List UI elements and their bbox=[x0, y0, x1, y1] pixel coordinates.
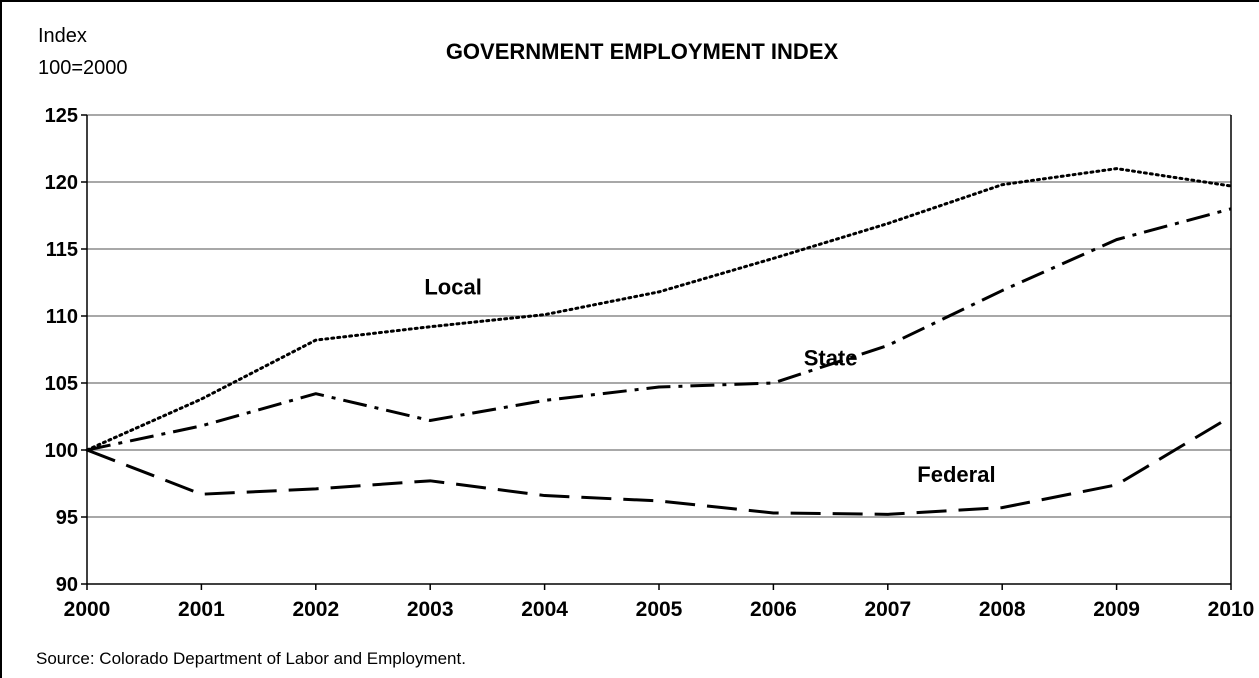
source-note: Source: Colorado Department of Labor and… bbox=[36, 649, 466, 668]
x-tick-label: 2004 bbox=[521, 598, 568, 621]
series-labels: Local State Federal bbox=[424, 275, 995, 488]
y-tick-label: 90 bbox=[56, 574, 78, 596]
y-axis-label-line2: 100=2000 bbox=[38, 57, 128, 79]
gridlines bbox=[87, 114, 1231, 518]
x-tick-label: 2001 bbox=[178, 598, 225, 621]
x-tick-label: 2003 bbox=[407, 598, 454, 621]
y-tick-label: 110 bbox=[46, 306, 78, 328]
y-tick-label: 100 bbox=[45, 440, 78, 462]
y-tick-label: 115 bbox=[46, 239, 78, 261]
series-label-federal: Federal bbox=[917, 462, 995, 487]
series-label-local: Local bbox=[424, 275, 481, 300]
x-tick-label: 2000 bbox=[64, 598, 111, 621]
series-line-state bbox=[86, 207, 1232, 452]
x-tick-label: 2006 bbox=[750, 598, 797, 621]
x-tick-label: 2008 bbox=[979, 598, 1026, 621]
series-label-state: State bbox=[804, 346, 858, 371]
y-tick-label: 95 bbox=[56, 507, 78, 529]
y-tick-label: 125 bbox=[45, 105, 78, 127]
x-tick-label: 2009 bbox=[1093, 598, 1140, 621]
series-line-federal bbox=[86, 415, 1232, 516]
x-tick-label: 2002 bbox=[292, 598, 339, 621]
x-tick-label: 2005 bbox=[636, 598, 683, 621]
y-axis-label-line1: Index bbox=[38, 25, 87, 47]
series-lines bbox=[85, 167, 1233, 516]
y-tick-label: 105 bbox=[45, 373, 78, 395]
series-line-local bbox=[85, 167, 1233, 452]
x-tick-label: 2007 bbox=[864, 598, 911, 621]
axes: 90 95 100 105 110 115 120 125 2000 2001 2002 2003 20… bbox=[45, 105, 1255, 621]
x-tick-label: 2010 bbox=[1208, 598, 1255, 621]
y-tick-label: 120 bbox=[45, 172, 78, 194]
chart-title: GOVERNMENT EMPLOYMENT INDEX bbox=[446, 39, 839, 64]
